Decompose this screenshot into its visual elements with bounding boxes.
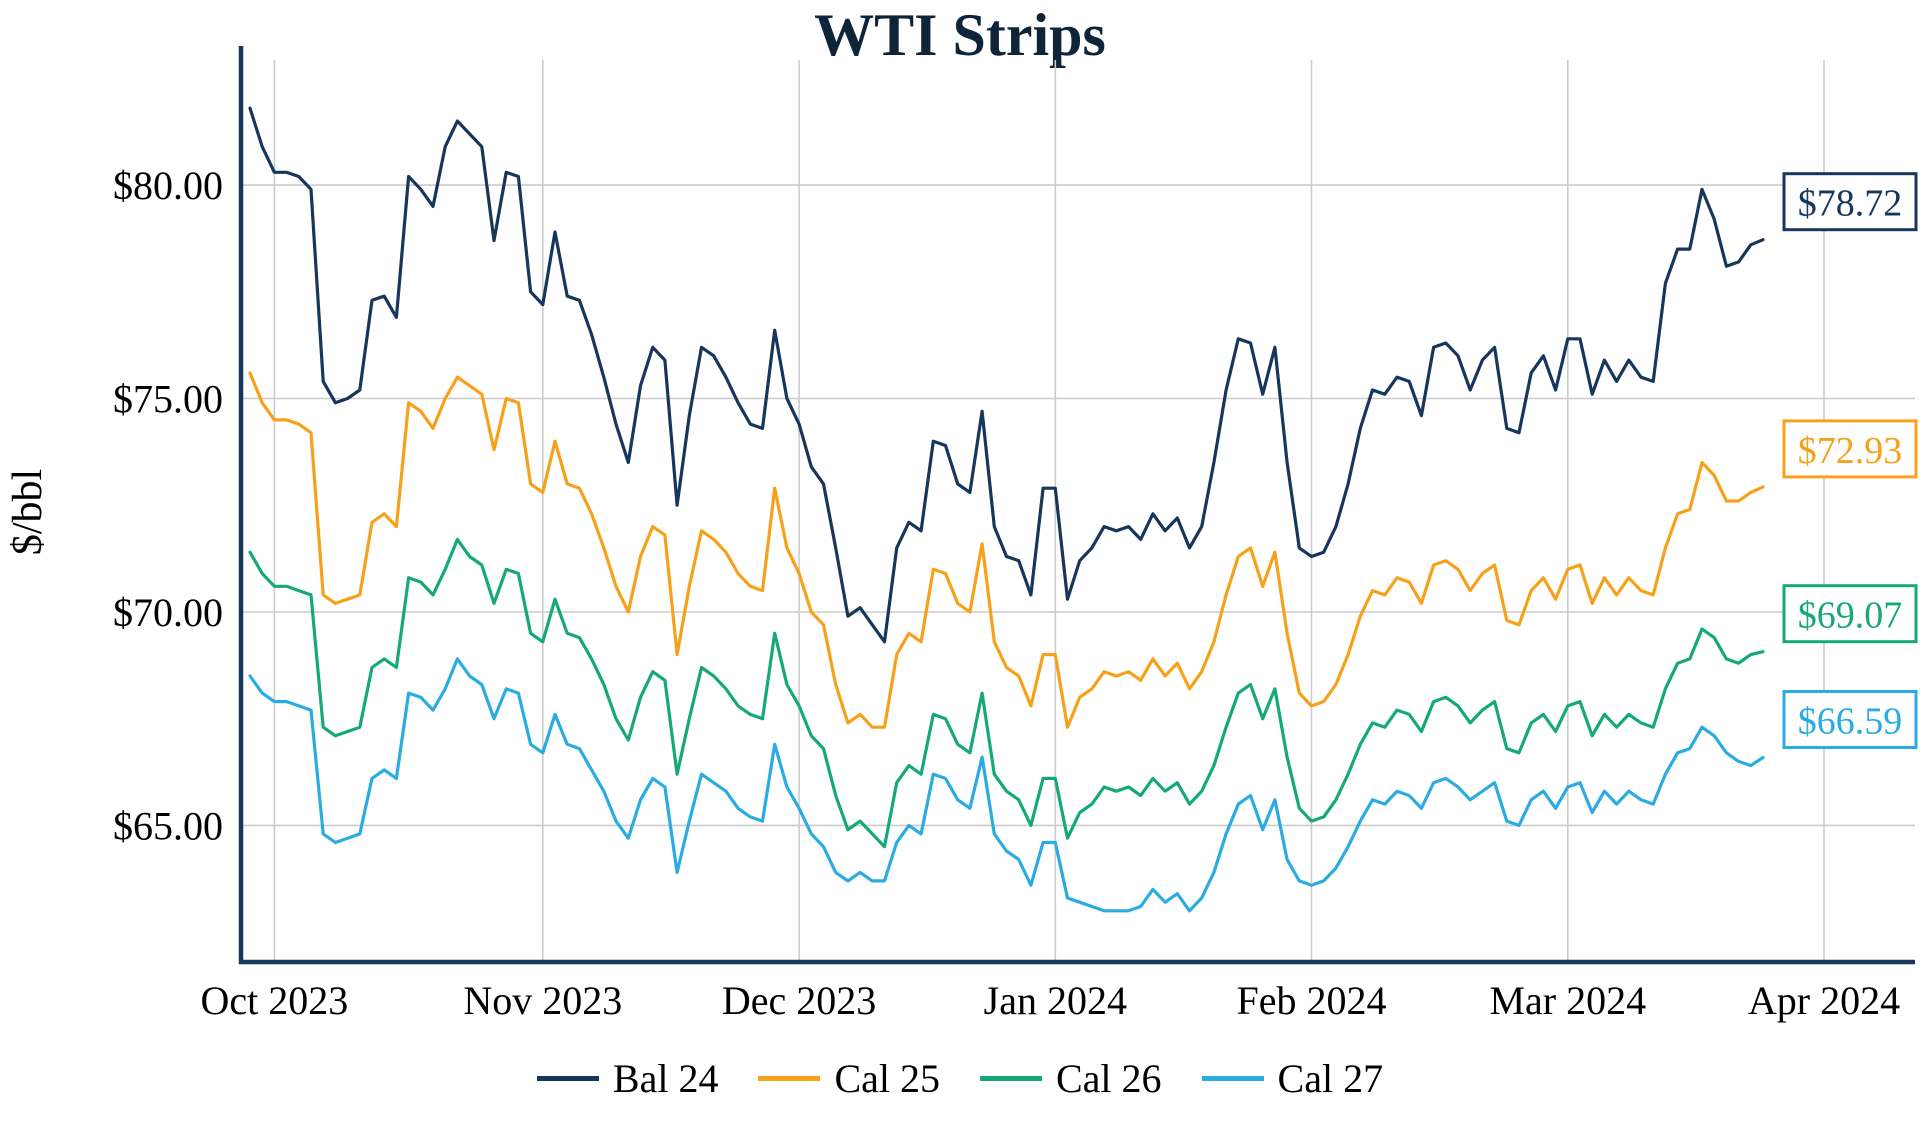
end-label-box-cal-25 [1782,419,1918,479]
x-tick-label: Feb 2024 [1237,978,1387,1023]
legend-label: Cal 26 [1056,1055,1162,1101]
x-tick-label: Apr 2024 [1748,978,1900,1023]
x-tick-label: Oct 2023 [201,978,349,1023]
x-tick-label: Nov 2023 [463,978,622,1023]
y-tick-label: $80.00 [113,163,223,208]
legend-label: Bal 24 [612,1055,719,1101]
end-label-cal-25: $72.93 [1798,430,1903,472]
legend-item-cal-25[interactable]: Cal 25 [758,1055,940,1102]
legend-item-bal-24[interactable]: Bal 24 [536,1055,719,1102]
series-line-bal-24 [248,106,1765,644]
end-label-cal-26: $69.07 [1798,595,1903,637]
y-tick-label: $75.00 [113,377,223,422]
legend-swatch-cal-25 [758,1075,821,1081]
x-tick-label: Dec 2023 [722,978,876,1023]
legend: Bal 24 Cal 25 Cal 26 Cal 27 [0,1046,1920,1110]
end-label-bal-24: $78.72 [1798,183,1903,225]
legend-item-cal-27[interactable]: Cal 27 [1201,1055,1384,1102]
x-tick-label: Jan 2024 [984,978,1127,1023]
chart-title: WTI Strips [814,2,1106,68]
legend-swatch-cal-26 [980,1075,1042,1081]
y-tick-label: $65.00 [113,803,223,848]
legend-label: Cal 27 [1277,1055,1384,1101]
end-label-box-bal-24 [1782,172,1918,232]
end-label-box-cal-26 [1782,584,1918,644]
legend-label: Cal 25 [834,1055,940,1101]
end-label-cal-27: $66.59 [1798,701,1903,743]
legend-swatch-bal-24 [536,1075,599,1081]
end-label-box-cal-27 [1782,690,1918,749]
series-line-cal-25 [248,371,1765,729]
legend-swatch-cal-27 [1201,1075,1264,1081]
y-tick-label: $70.00 [113,590,223,635]
series-line-cal-26 [248,537,1765,849]
legend-item-cal-26[interactable]: Cal 26 [980,1055,1162,1102]
x-tick-label: Mar 2024 [1489,978,1646,1023]
series-line-cal-27 [248,657,1765,913]
